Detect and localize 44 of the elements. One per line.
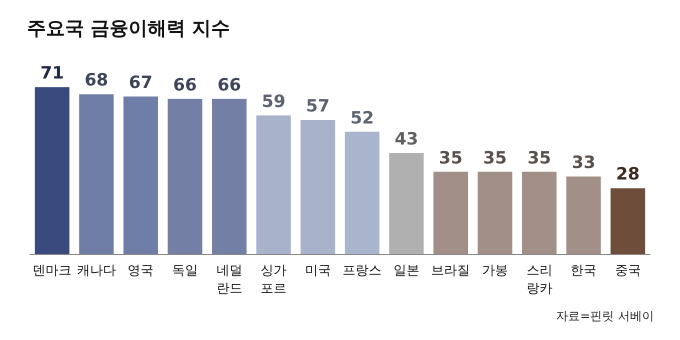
- data-label: 43: [394, 129, 418, 150]
- bar: [256, 115, 291, 254]
- bar: [389, 152, 424, 254]
- bar: [344, 132, 380, 254]
- bar: [123, 96, 158, 254]
- x-tick-label: 일본: [393, 264, 420, 278]
- data-label: 66: [173, 75, 197, 96]
- data-label: 35: [527, 148, 552, 168]
- bar: [300, 120, 336, 254]
- data-label: 66: [217, 75, 242, 96]
- x-tick-label: 캐나다: [76, 264, 116, 278]
- data-label: 57: [306, 96, 330, 117]
- x-tick-label: 한국: [570, 264, 597, 278]
- bar: [212, 98, 247, 254]
- text: 자료=핀릿 서베이: [556, 309, 654, 323]
- data-label: 28: [616, 164, 640, 185]
- bar: [168, 98, 202, 254]
- bar: [433, 172, 468, 254]
- data-label: 59: [262, 92, 286, 112]
- data-label: 68: [84, 70, 108, 91]
- x-tick-label: 중국: [614, 264, 641, 278]
- bar: [478, 172, 512, 254]
- bar: [522, 172, 557, 254]
- bar: [79, 94, 114, 254]
- x-tick-label: 브라질: [431, 264, 470, 278]
- data-label: 35: [438, 148, 463, 168]
- x-tick-label: 독일: [172, 264, 198, 278]
- x-tick-label: 덴마크: [32, 264, 72, 278]
- x-tick-label: 미국: [304, 264, 331, 278]
- x-tick-label: 프랑스: [342, 264, 382, 278]
- x-tick-label: 스리 랑카: [526, 264, 552, 296]
- data-label: 33: [572, 152, 596, 173]
- bar: [566, 176, 601, 254]
- data-label: 71: [40, 64, 64, 84]
- data-label: 35: [483, 148, 507, 168]
- bar: [34, 87, 70, 254]
- chart-title: 주요국 금융이해력 지수: [27, 18, 230, 40]
- bar: [610, 188, 646, 254]
- x-tick-label: 영국: [128, 264, 154, 278]
- x-tick-label: 싱가 포르: [260, 264, 287, 296]
- x-tick-label: 가봉: [482, 264, 508, 278]
- data-label: 52: [350, 108, 374, 128]
- data-label: 67: [128, 73, 153, 94]
- x-tick-label: 네덜 란드: [216, 264, 242, 296]
